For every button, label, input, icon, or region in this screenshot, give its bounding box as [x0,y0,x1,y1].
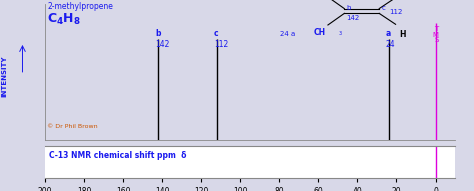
Text: 142: 142 [346,15,360,21]
Text: 112: 112 [390,9,403,15]
Text: © Dr Phil Brown: © Dr Phil Brown [47,125,98,129]
Text: CH: CH [314,28,326,37]
Text: 112: 112 [214,40,228,49]
Text: $\mathbf{C_4H_8}$: $\mathbf{C_4H_8}$ [47,12,81,27]
Text: b: b [346,5,351,11]
Text: INTENSITY: INTENSITY [2,56,8,97]
Text: H: H [400,30,406,39]
Text: 142: 142 [155,40,170,49]
Text: b: b [155,29,161,38]
Text: 2-methylpropene: 2-methylpropene [47,2,113,11]
Text: T
M
S: T M S [432,26,438,43]
Text: C-13 NMR chemical shift ppm  δ: C-13 NMR chemical shift ppm δ [49,151,187,160]
Text: c: c [381,5,385,11]
Text: a: a [386,29,391,38]
Text: 3: 3 [338,31,341,36]
Text: 24 a: 24 a [280,31,295,37]
Text: c: c [214,29,219,38]
Text: 24: 24 [386,40,395,49]
